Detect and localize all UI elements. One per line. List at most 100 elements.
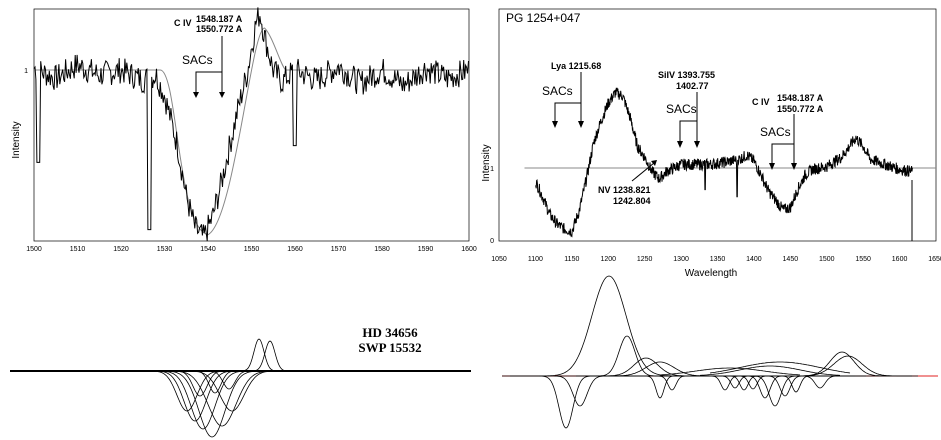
gaussian-component [150,370,240,422]
nv-label-1: NV 1238.821 [598,185,651,195]
siiv-label-1: SiIV 1393.755 [658,70,715,80]
y-axis-title: Intensity [481,144,492,181]
arrow-head [651,160,657,166]
gaussian-component [700,365,840,376]
gaussian-component [214,338,304,372]
gaussian-component [539,275,679,377]
arrow-head [694,141,700,148]
gaussian-component [510,375,650,407]
arrow-head [552,121,558,128]
y-axis-title: Intensity [11,121,22,158]
sacs-bracket [195,71,223,97]
gaussian-component [590,375,730,399]
x-tick-label: 1650 [928,256,941,263]
x-tick-label: 1590 [418,246,434,253]
x-tick-label: 1510 [70,246,86,253]
y-tick-label: 1 [490,166,494,173]
spectrum-id: SWP 15532 [358,340,421,355]
gaussian-component [176,370,268,427]
arrow-head [219,92,225,98]
gaussian-component [683,375,823,390]
x-tick-label: 1500 [819,256,835,263]
x-tick-label: 1570 [331,246,347,253]
x-tick-labels: 1500 1510 1520 1530 1540 1550 1560 1570 1580 1590… [26,246,477,253]
x-tick-label: 1350 [710,256,726,263]
gaussian-component [502,375,636,429]
gaussian-component [184,370,274,390]
plot-frame [498,8,937,242]
gaussian-component [225,340,315,372]
sacs-label: SACs [542,84,573,98]
panel-top-right: 1050 1100 1150 1200 1250 1300 1350 1400 1450 1500… [481,8,941,279]
continuum-line [34,27,469,236]
civ-wavelength-1: 1548.187 A [196,14,243,24]
x-tick-label: 1550 [855,256,871,263]
arrow-head [677,141,683,148]
x-tick-label: 1450 [783,256,799,263]
object-name: HD 34656 [362,325,418,340]
series-line [33,7,469,242]
x-tick-label: 1250 [637,256,653,263]
x-tick-label: 1580 [374,246,390,253]
x-axis-title: Wavelength [685,268,737,279]
civ-wavelength-2: 1550.772 A [196,24,243,34]
arrow-head [769,163,775,170]
civ-label: C IV [174,18,192,28]
x-tick-label: 1600 [461,246,477,253]
gaussian-component [715,375,855,397]
x-tick-label: 1500 [26,246,42,253]
civ-label: C IV [752,97,770,107]
siiv-label-2: 1402.77 [676,81,709,91]
x-tick-label: 1560 [287,246,303,253]
panel-bottom-right [502,275,938,429]
gaussian-component [695,375,835,399]
gaussian-component [750,375,890,389]
gaussian-components [142,338,315,438]
gaussian-component [726,375,866,393]
x-tick-label: 1300 [673,256,689,263]
x-tick-label: 1520 [113,246,129,253]
sacs-label: SACs [666,102,697,116]
arrow-head [791,163,797,170]
civ-wavelength-2: 1550.772 A [777,104,824,114]
x-tick-label: 1530 [157,246,173,253]
x-tick-labels: 1050 1100 1150 1200 1250 1300 1350 1400 1450 1500… [491,256,941,263]
gaussian-component [709,361,851,374]
y-tick-label: 0 [490,238,494,245]
sacs-arrows [195,36,223,97]
arrow-head [193,92,199,98]
x-tick-label: 1200 [600,256,616,263]
sacs-label: SACs [182,53,213,67]
gaussian-component [557,335,697,377]
x-tick-label: 1600 [892,256,908,263]
arrow-head [578,121,584,128]
civ-sacs-bracket [771,114,795,168]
x-tick-label: 1100 [528,256,543,263]
lya-sacs-bracket [554,72,582,126]
x-tick-label: 1550 [244,246,260,253]
gaussian-component [167,370,257,438]
gaussian-component [602,375,742,391]
x-tick-label: 1540 [200,246,216,253]
x-tick-label: 1400 [746,256,762,263]
panel-bottom-left: HD 34656 SWP 15532 [10,325,471,438]
sacs-label: SACs [760,125,791,139]
gaussian-component [142,370,232,412]
gaussian-component [660,367,800,376]
plot-frame [33,8,470,242]
civ-wavelength-1: 1548.187 A [777,93,824,103]
y-tick-label: 1 [24,68,28,75]
x-tick-label: 1050 [491,256,507,263]
nv-label-2: 1242.804 [613,196,651,206]
x-tick-label: 1150 [564,256,579,263]
siiv-sacs-bracket [679,92,698,146]
gaussian-components [502,275,918,429]
gaussian-component [705,375,845,407]
nv-pointer [631,162,655,182]
chart-title: PG 1254+047 [506,11,581,25]
gaussian-component [158,370,248,430]
lya-label: Lya 1215.68 [551,61,601,71]
panel-top-left: 1500 1510 1520 1530 1540 1550 1560 1570 1580 1590… [11,7,477,253]
series-line [535,87,913,238]
